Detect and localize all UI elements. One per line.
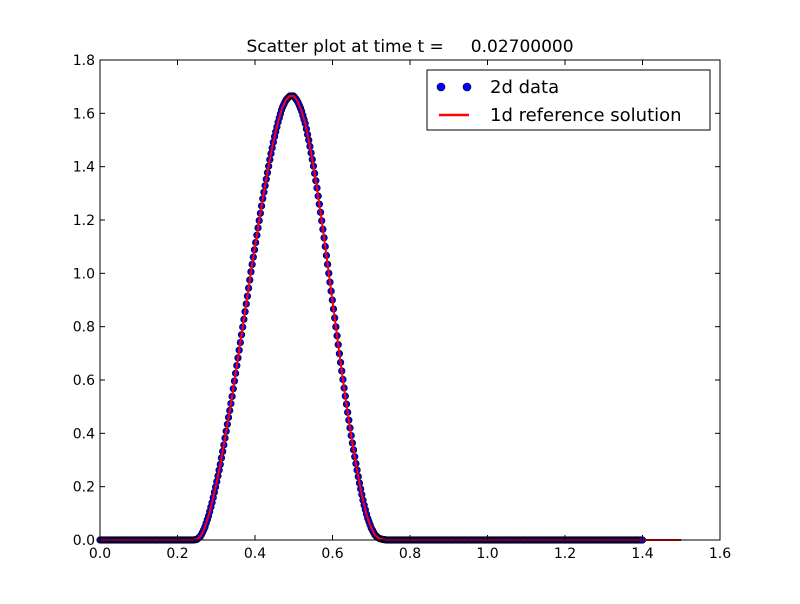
x-tick-label: 1.4 — [631, 546, 653, 562]
x-tick-label: 1.2 — [554, 546, 576, 562]
x-tick-label: 1.6 — [709, 546, 731, 562]
y-tick-label: 1.6 — [73, 106, 95, 122]
y-tick-label: 0.6 — [73, 373, 95, 389]
y-tick-label: 1.0 — [73, 266, 95, 282]
legend-marker — [436, 82, 446, 92]
x-tick-label: 1.0 — [476, 546, 498, 562]
y-tick-label: 0.8 — [73, 320, 95, 336]
y-tick-label: 0.0 — [73, 533, 95, 549]
plot-area — [100, 60, 720, 540]
x-tick-label: 0.0 — [89, 546, 111, 562]
x-tick-label: 0.6 — [321, 546, 343, 562]
x-tick-label: 0.4 — [244, 546, 266, 562]
y-tick-label: 1.4 — [73, 160, 95, 176]
x-tick-label: 0.2 — [166, 546, 188, 562]
y-tick-label: 1.8 — [73, 53, 95, 69]
y-tick-label: 1.2 — [73, 213, 95, 229]
legend: 2d data 1d reference solution — [426, 69, 711, 131]
axes: 0.0 0.2 0.4 0.6 0.8 1.0 1.2 1.4 1.6 0.0 0.2 0.4 0.6 0… — [73, 53, 731, 562]
y-tick-label: 0.4 — [73, 426, 95, 442]
x-tick-label: 0.8 — [399, 546, 421, 562]
series-1d-reference — [100, 95, 682, 541]
legend-box — [426, 69, 711, 131]
legend-label-1d-reference: 1d reference solution — [490, 105, 682, 126]
legend-marker — [462, 82, 472, 92]
y-tick-label: 0.2 — [73, 480, 95, 496]
legend-label-2d-data: 2d data — [490, 77, 559, 98]
chart-title: Scatter plot at time t = 0.02700000 — [246, 37, 573, 57]
plot-background — [100, 60, 720, 540]
reference-line — [100, 95, 682, 541]
